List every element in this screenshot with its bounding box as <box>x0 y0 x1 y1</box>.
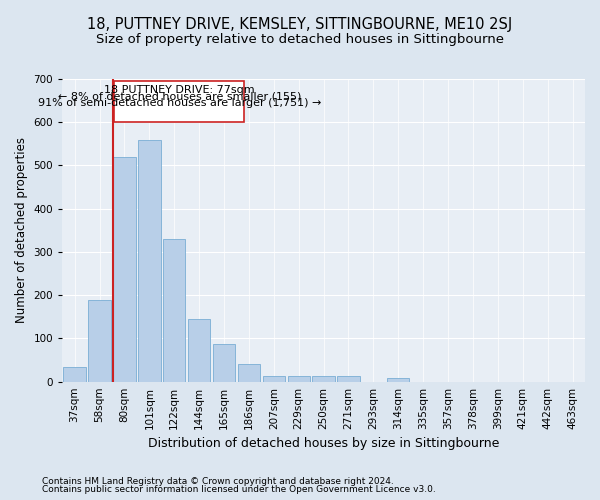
Bar <box>138 140 161 382</box>
Bar <box>387 378 409 382</box>
Bar <box>263 376 285 382</box>
Text: ← 8% of detached houses are smaller (155): ← 8% of detached houses are smaller (155… <box>58 92 301 102</box>
Y-axis label: Number of detached properties: Number of detached properties <box>15 138 28 324</box>
Text: Contains HM Land Registry data © Crown copyright and database right 2024.: Contains HM Land Registry data © Crown c… <box>42 477 394 486</box>
X-axis label: Distribution of detached houses by size in Sittingbourne: Distribution of detached houses by size … <box>148 437 499 450</box>
Text: 18, PUTTNEY DRIVE, KEMSLEY, SITTINGBOURNE, ME10 2SJ: 18, PUTTNEY DRIVE, KEMSLEY, SITTINGBOURN… <box>88 18 512 32</box>
Bar <box>287 376 310 382</box>
Bar <box>313 376 335 382</box>
Bar <box>213 344 235 382</box>
FancyBboxPatch shape <box>115 81 244 122</box>
Bar <box>188 319 211 382</box>
Bar <box>163 239 185 382</box>
Bar <box>337 376 360 382</box>
Bar <box>238 364 260 382</box>
Bar <box>64 366 86 382</box>
Text: 91% of semi-detached houses are larger (1,751) →: 91% of semi-detached houses are larger (… <box>38 98 321 108</box>
Text: Size of property relative to detached houses in Sittingbourne: Size of property relative to detached ho… <box>96 32 504 46</box>
Text: Contains public sector information licensed under the Open Government Licence v3: Contains public sector information licen… <box>42 485 436 494</box>
Text: 18 PUTTNEY DRIVE: 77sqm: 18 PUTTNEY DRIVE: 77sqm <box>104 84 254 94</box>
Bar <box>113 157 136 382</box>
Bar <box>88 300 111 382</box>
